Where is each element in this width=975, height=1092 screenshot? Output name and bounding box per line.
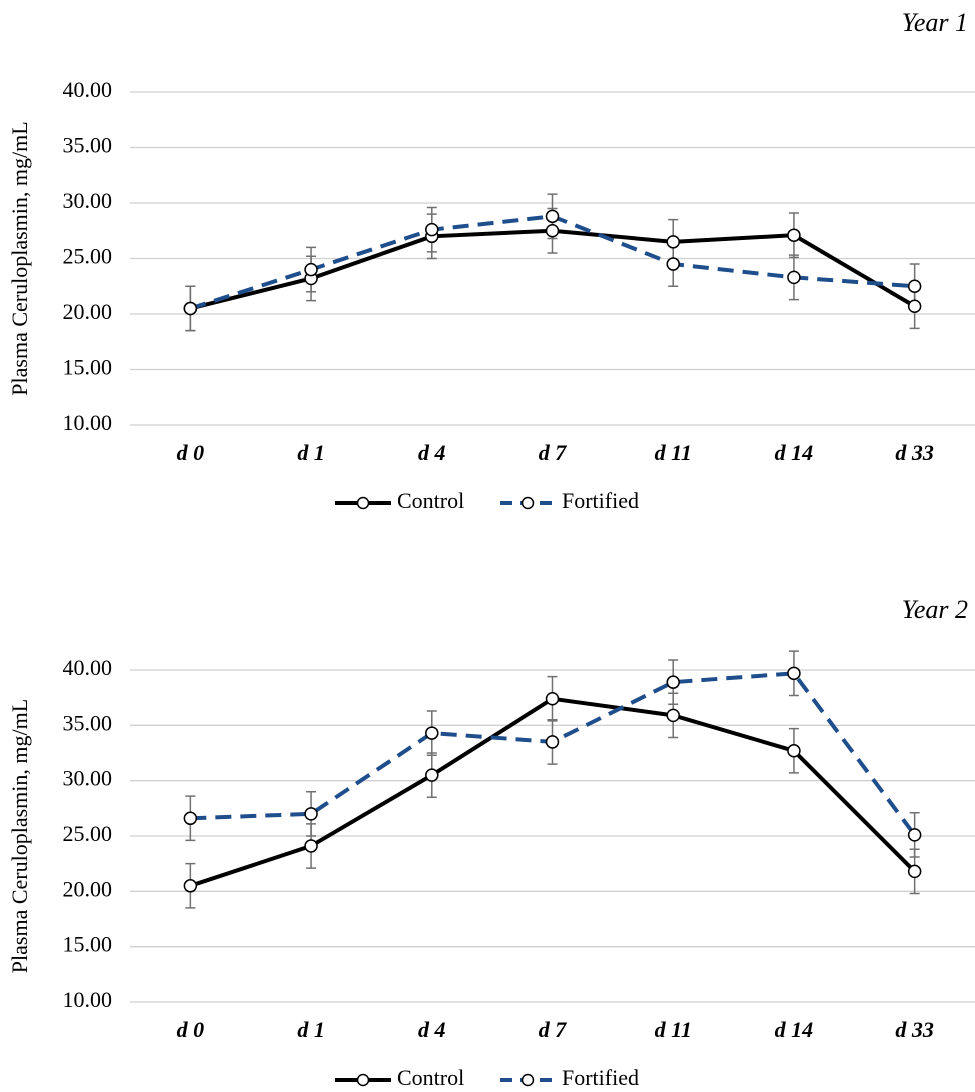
chart: Year 1 Plasma Ceruloplasmin, mg/mL 10.00 15… [7,8,975,513]
data-point [907,864,922,879]
y-tick-label: 15.00 [63,355,113,380]
data-point [545,224,560,238]
y-tick-label: 25.00 [63,244,113,269]
legend-label: Fortified [562,1065,639,1090]
y-axis-label: Plasma Ceruloplasmin, mg/mL [7,121,32,395]
x-tick-label: d 4 [418,1017,446,1042]
y-tick-label: 10.00 [63,410,113,435]
data-point [545,735,560,749]
data-point [666,675,680,689]
chart-title: Year 1 [902,8,968,37]
legend-label: Control [397,488,464,513]
y-tick-label: 25.00 [63,821,113,846]
x-tick-label: d 1 [297,1017,325,1042]
x-tick-label: d 7 [539,1017,568,1042]
data-point [666,235,680,249]
x-tick-label: d 14 [775,440,814,465]
legend-marker [356,496,370,510]
x-tick-label: d 33 [895,1017,934,1042]
legend-label: Fortified [562,488,639,513]
y-tick-label: 30.00 [63,766,113,791]
x-tick-label: d 14 [775,1017,814,1042]
data-point [907,279,922,293]
chart-title: Year 2 [902,595,968,624]
data-point [425,222,439,237]
y-tick-label: 10.00 [63,987,113,1012]
data-point [787,228,801,242]
data-point [183,811,198,826]
data-point [183,879,198,893]
legend-marker [521,1073,535,1087]
legend-label: Control [397,1065,464,1090]
x-tick-label: d 0 [177,440,205,465]
y-axis-label: Plasma Ceruloplasmin, mg/mL [7,699,32,973]
legend-marker [521,496,535,510]
data-point [907,828,922,842]
x-tick-label: d 33 [895,440,934,465]
data-point [183,301,198,316]
data-point [425,726,439,740]
x-tick-label: d 11 [655,1017,692,1042]
y-tick-label: 35.00 [63,133,113,158]
data-point [545,209,560,224]
data-point [787,666,801,681]
x-tick-label: d 0 [177,1017,205,1042]
y-tick-label: 40.00 [63,77,113,102]
legend-marker [356,1073,370,1087]
y-tick-label: 15.00 [63,932,113,957]
y-tick-label: 30.00 [63,188,113,213]
x-tick-label: d 7 [539,440,568,465]
data-point [666,257,680,271]
data-point [666,708,680,723]
chart: Year 2 Plasma Ceruloplasmin, mg/mL 10.00 15… [7,595,975,1090]
data-point [304,839,318,853]
data-point [425,768,439,782]
x-tick-label: d 1 [297,440,325,465]
data-point [907,299,922,313]
data-point [545,692,560,706]
y-tick-label: 35.00 [63,710,113,735]
data-point [304,807,318,821]
y-tick-label: 20.00 [63,876,113,901]
x-tick-label: d 4 [418,440,446,465]
x-tick-label: d 11 [655,440,692,465]
data-point [787,270,801,285]
data-point [304,262,318,277]
y-tick-label: 40.00 [63,655,113,680]
data-point [787,744,801,758]
y-tick-label: 20.00 [63,299,113,324]
